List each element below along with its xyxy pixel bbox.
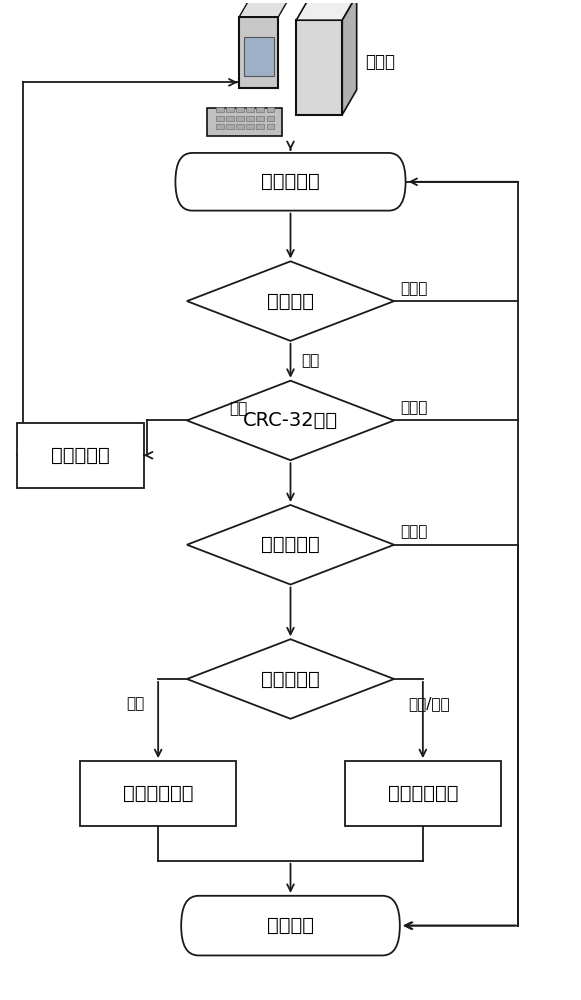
Polygon shape	[187, 381, 394, 460]
Text: 未通过: 未通过	[400, 524, 427, 539]
Bar	[80, 761, 236, 826]
Bar	[267, 124, 274, 129]
Bar	[244, 37, 274, 76]
Bar	[216, 124, 224, 129]
Text: 指令: 指令	[126, 696, 144, 711]
Text: CRC-32校验: CRC-32校验	[243, 411, 338, 430]
Bar	[226, 107, 234, 112]
Polygon shape	[187, 639, 394, 719]
Text: 帧头校验: 帧头校验	[267, 292, 314, 311]
Bar	[345, 761, 501, 826]
Bar	[256, 124, 264, 129]
Bar	[236, 124, 243, 129]
Text: 未通过: 未通过	[400, 281, 427, 296]
Bar	[267, 107, 274, 112]
Text: 接收数据帧: 接收数据帧	[261, 172, 320, 191]
FancyBboxPatch shape	[181, 896, 400, 955]
Text: 执行任务指令: 执行任务指令	[123, 784, 193, 803]
Polygon shape	[342, 0, 357, 115]
Bar	[216, 116, 224, 121]
Bar	[246, 107, 254, 112]
Bar	[236, 116, 243, 121]
Text: 未通过: 未通过	[400, 400, 427, 415]
Text: 接收完毕: 接收完毕	[267, 916, 314, 935]
Bar	[17, 423, 144, 488]
Text: 重复帧校验: 重复帧校验	[261, 535, 320, 554]
Text: 时序/参数: 时序/参数	[408, 696, 450, 711]
Text: 通过: 通过	[229, 401, 248, 416]
Polygon shape	[187, 261, 394, 341]
Polygon shape	[239, 17, 278, 88]
Bar	[226, 124, 234, 129]
Polygon shape	[296, 0, 357, 20]
Polygon shape	[296, 20, 342, 115]
Bar	[256, 107, 264, 112]
Bar	[226, 116, 234, 121]
Polygon shape	[187, 505, 394, 585]
Bar	[246, 116, 254, 121]
Text: 通过: 通过	[301, 353, 319, 368]
Text: 解析数据帧: 解析数据帧	[261, 670, 320, 688]
Polygon shape	[207, 108, 282, 136]
Bar	[256, 116, 264, 121]
Polygon shape	[239, 0, 289, 17]
Text: 存入对应链表: 存入对应链表	[388, 784, 458, 803]
Bar	[246, 124, 254, 129]
Bar	[236, 107, 243, 112]
Bar	[216, 107, 224, 112]
Text: 上位机: 上位机	[365, 53, 395, 71]
Text: 反馈应答帧: 反馈应答帧	[51, 446, 110, 465]
FancyBboxPatch shape	[175, 153, 406, 211]
Bar	[267, 116, 274, 121]
